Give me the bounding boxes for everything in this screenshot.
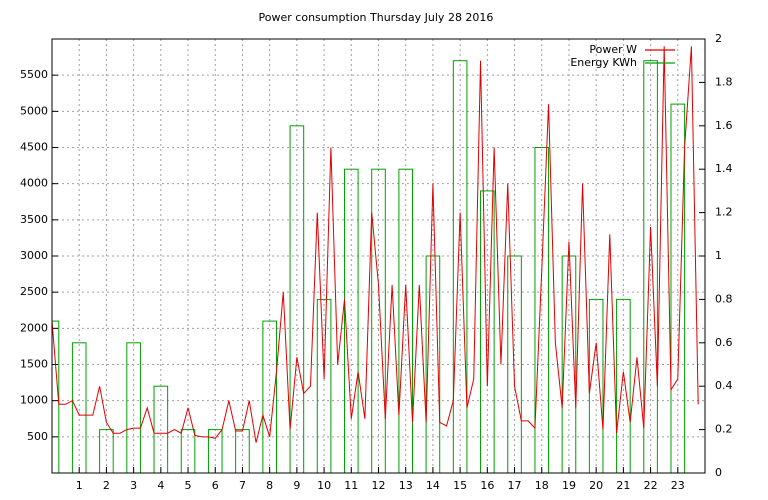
x-tick-label: 2 (103, 479, 110, 492)
x-tick-label: 4 (157, 479, 164, 492)
legend-label: Power W (589, 43, 637, 56)
y2-tick-label: 1.6 (715, 119, 733, 132)
x-tick-label: 6 (212, 479, 219, 492)
y-tick-label: 5000 (20, 104, 48, 117)
x-tick-label: 11 (344, 479, 358, 492)
chart-title: Power consumption Thursday July 28 2016 (259, 11, 494, 24)
energy-box (561, 255, 577, 473)
x-tick-label: 14 (426, 479, 440, 492)
x-tick-label: 16 (480, 479, 494, 492)
y2-tick-label: 0.6 (715, 336, 733, 349)
y-tick-label: 3000 (20, 249, 48, 262)
x-tick-label: 18 (535, 479, 549, 492)
y2-tick-label: 1.8 (715, 75, 733, 88)
plot-frame (51, 38, 706, 474)
energy-box (480, 190, 495, 473)
x-tick-label: 17 (508, 479, 522, 492)
y-tick-label: 1000 (20, 394, 48, 407)
x-tick-label: 7 (239, 479, 246, 492)
x-tick-label: 3 (130, 479, 137, 492)
energy-box (425, 255, 441, 473)
y2-tick-label: 0.2 (715, 423, 733, 436)
power-line (52, 46, 699, 443)
y-tick-label: 2000 (20, 321, 48, 334)
y-tick-label: 4500 (20, 141, 48, 154)
y2-tick-label: 1 (715, 249, 722, 262)
energy-box (153, 385, 169, 473)
legend-label: Energy KWh (570, 56, 637, 69)
y-tick-label: 500 (27, 430, 48, 443)
energy-box (99, 429, 114, 473)
energy-box (534, 147, 550, 473)
energy-box (262, 320, 277, 473)
y2-tick-label: 1.2 (715, 206, 733, 219)
y2-tick-label: 0.8 (715, 292, 733, 305)
y-tick-label: 2500 (20, 285, 48, 298)
x-tick-label: 8 (266, 479, 273, 492)
y2-tick-label: 1.4 (715, 162, 733, 175)
x-tick-label: 20 (589, 479, 603, 492)
y-tick-label: 1500 (20, 358, 48, 371)
y-tick-label: 5500 (20, 68, 48, 81)
energy-box (180, 429, 196, 473)
energy-box (289, 125, 305, 473)
energy-box (316, 298, 332, 473)
x-tick-label: 22 (644, 479, 658, 492)
y-tick-label: 3500 (20, 213, 48, 226)
y2-tick-label: 2 (715, 32, 722, 45)
x-tick-label: 19 (562, 479, 576, 492)
x-tick-label: 15 (453, 479, 467, 492)
energy-box (616, 298, 631, 473)
y2-tick-label: 0.4 (715, 379, 733, 392)
x-tick-label: 9 (293, 479, 300, 492)
x-tick-label: 5 (185, 479, 192, 492)
x-tick-label: 12 (372, 479, 386, 492)
x-tick-label: 10 (317, 479, 331, 492)
y2-tick-label: 0 (715, 466, 722, 479)
energy-box (507, 255, 522, 473)
x-tick-label: 1 (76, 479, 83, 492)
y-tick-label: 4000 (20, 177, 48, 190)
x-tick-label: 13 (399, 479, 413, 492)
x-tick-label: 23 (671, 479, 685, 492)
energy-box (207, 429, 223, 473)
x-tick-label: 21 (616, 479, 630, 492)
